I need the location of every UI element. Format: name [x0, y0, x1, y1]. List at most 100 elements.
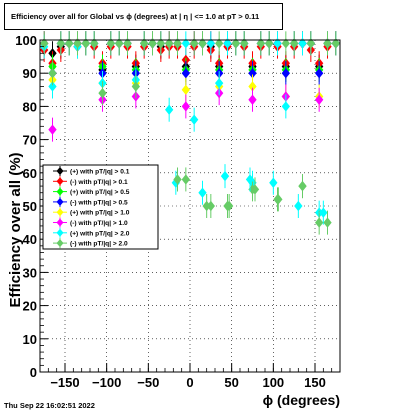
point-series-5 [181, 101, 190, 112]
y-tick-label: 20 [23, 299, 37, 314]
point-series-7 [274, 194, 283, 205]
legend-marker [56, 167, 64, 175]
legend-entry: (+) with pT/|q| > 2.0 [70, 230, 130, 237]
legend-box [42, 164, 159, 250]
point-series-4 [248, 81, 257, 92]
axes: 0 10 20 30 40 50 60 70 80 90 100 −150 −100 −50 0 50 100 1… [15, 33, 341, 390]
point-series-7 [250, 184, 260, 195]
point-series-7 [173, 174, 182, 185]
point-series-7 [173, 38, 182, 49]
legend-entry: (-) with pT/|q| > 2.0 [70, 241, 128, 248]
x-tick-label: 50 [224, 375, 238, 390]
y-tick-label: 60 [23, 166, 37, 181]
point-series-7 [298, 180, 307, 192]
legend-entry: (-) with pT/|q| > 0.1 [70, 179, 128, 186]
x-tick-label: −150 [50, 375, 79, 390]
point-series-7 [106, 38, 115, 49]
legend-entry: (+) with pT/|q| > 1.0 [70, 210, 130, 217]
x-tick-label: 100 [262, 375, 284, 390]
point-series-7 [225, 200, 234, 212]
point-series-7 [256, 38, 265, 49]
legend-marker [56, 208, 64, 217]
point-series-6 [165, 104, 174, 115]
point-series-6 [223, 38, 232, 49]
point-series-7 [215, 38, 224, 49]
y-tick-label: 50 [23, 199, 37, 214]
point-series-4 [181, 84, 190, 95]
point-series-3 [281, 68, 290, 79]
point-series-6 [319, 207, 328, 218]
point-series-6 [198, 187, 207, 198]
point-series-5 [315, 94, 324, 105]
legend-marker [56, 239, 64, 248]
point-series-7 [240, 38, 249, 49]
x-axis-label: ϕ (degrees) [263, 392, 340, 408]
point-series-7 [323, 38, 332, 49]
point-series-7 [131, 81, 140, 92]
y-tick-label: 80 [23, 99, 37, 114]
point-series-6 [294, 200, 303, 212]
point-series-6 [245, 174, 255, 185]
y-tick-label: 100 [15, 33, 37, 48]
x-tick-label: −50 [137, 375, 159, 390]
point-series-7 [190, 38, 199, 49]
point-series-7 [98, 87, 107, 99]
legend-marker [56, 218, 64, 227]
point-series-3 [248, 68, 257, 79]
legend-entry: (-) with pT/|q| > 1.0 [70, 220, 128, 227]
legend: (+) with pT/|q| > 0.1 (-) with pT/|q| > 0… [42, 164, 159, 250]
point-series-3 [181, 68, 190, 79]
point-series-6 [273, 38, 282, 49]
chart-title: Efficiency over all for Global vs ϕ (deg… [4, 3, 283, 30]
legend-entry: (+) with pT/|q| > 0.1 [70, 169, 130, 176]
x-tick-label: 0 [186, 375, 193, 390]
legend-marker [56, 177, 64, 186]
y-tick-label: 70 [23, 133, 37, 148]
legend-marker [56, 187, 64, 196]
point-series-7 [73, 38, 82, 49]
point-series-6 [298, 38, 307, 49]
point-series-7 [65, 38, 74, 49]
point-series-6 [206, 38, 215, 49]
y-tick-label: 40 [23, 232, 37, 247]
point-series-7 [290, 38, 299, 49]
point-series-6 [48, 81, 57, 92]
point-series-7 [181, 174, 190, 185]
y-tick-label: 30 [23, 265, 37, 280]
y-tick-label: 10 [23, 332, 37, 347]
point-series-7 [265, 38, 274, 49]
legend-marker [56, 197, 64, 206]
point-series-7 [40, 38, 49, 49]
x-tick-label: −100 [92, 375, 121, 390]
point-series-7 [206, 200, 215, 212]
point-series-7 [281, 38, 290, 49]
x-tick-label: 150 [304, 375, 326, 390]
point-series-7 [148, 38, 157, 49]
point-series-7 [48, 68, 57, 79]
grid-lines [40, 39, 340, 373]
point-series-7 [81, 38, 90, 49]
point-series-7 [123, 38, 132, 49]
point-series-7 [56, 38, 65, 49]
point-series-6 [269, 177, 278, 188]
timestamp: Thu Sep 22 16:02:51 2022 [4, 401, 95, 410]
y-axis-label: Efficiency over all (%) [7, 152, 24, 307]
point-series-6 [215, 77, 224, 89]
point-series-6 [181, 38, 190, 49]
legend-entry: (-) with pT/|q| > 0.5 [70, 199, 128, 206]
point-series-6 [281, 101, 290, 112]
point-series-7 [140, 38, 149, 49]
point-series-7 [115, 38, 124, 49]
data-points [40, 31, 340, 235]
legend-entry: (+) with pT/|q| > 0.5 [70, 189, 130, 196]
point-series-5 [48, 124, 57, 135]
point-series-7 [331, 38, 340, 49]
point-series-6 [220, 170, 230, 182]
point-series-7 [202, 200, 211, 212]
point-series-7 [323, 217, 332, 228]
point-series-7 [231, 38, 240, 49]
point-series-5 [248, 94, 257, 105]
point-series-7 [315, 217, 324, 228]
point-series-7 [156, 38, 165, 49]
